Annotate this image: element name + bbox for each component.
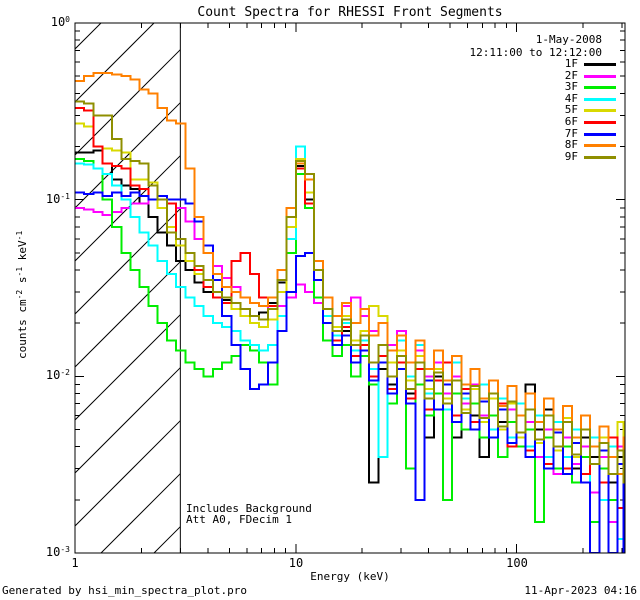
x-axis-label: Energy (keV) [310, 570, 390, 583]
legend-swatch-4f [584, 98, 616, 101]
footer-timestamp: 11-Apr-2023 04:16 [524, 584, 637, 597]
hatch-region [75, 23, 181, 553]
legend-label-2f: 2F [564, 69, 578, 82]
legend-label-1f: 1F [564, 57, 578, 70]
legend-label-3f: 3F [564, 80, 578, 93]
y-axis-label: counts cm-2 s-1 keV-1 [15, 230, 29, 359]
legend-label-6f: 6F [564, 115, 578, 128]
legend-swatch-8f [584, 144, 616, 147]
observation-datetime: 1-May-2008 12:11:00 to 12:12:00 [470, 33, 602, 59]
legend-swatch-6f [584, 121, 616, 124]
observation-date: 1-May-2008 [535, 33, 602, 46]
legend-swatch-9f [584, 156, 616, 159]
chart-title: Count Spectra for RHESSI Front Segments [197, 5, 503, 20]
legend-label-4f: 4F [564, 92, 578, 105]
plot-frame [74, 22, 626, 554]
x-tick-label: 100 [506, 556, 528, 570]
series-line-4f [75, 145, 625, 540]
x-tick-label: 10 [288, 556, 304, 570]
legend-label-7f: 7F [564, 127, 578, 140]
y-tick-label: 10-3 [45, 545, 70, 559]
legend-swatch-5f [584, 109, 616, 112]
legend-label-5f: 5F [564, 103, 578, 116]
x-tick-label: 1 [71, 556, 79, 570]
legend-swatch-3f [584, 86, 616, 89]
series-line-8f [75, 72, 625, 475]
y-tick-label: 100 [50, 15, 70, 29]
note-attenuator-state: Att A0, FDecim 1 [186, 513, 292, 526]
observation-interval: 12:11:00 to 12:12:00 [469, 46, 602, 59]
legend-label-9f: 9F [564, 150, 578, 163]
legend-swatch-7f [584, 133, 616, 136]
series-line-9f [75, 100, 625, 484]
legend-swatch-1f [584, 63, 616, 66]
footer-generated-by: Generated by hsi_min_spectra_plot.pro [2, 584, 248, 597]
y-tick-label: 10-2 [45, 368, 70, 382]
y-tick-label: 10-1 [45, 192, 70, 206]
legend-label-8f: 8F [564, 138, 578, 151]
series-line-3f [75, 158, 625, 523]
note-includes-background: Includes Background [186, 502, 312, 515]
legend-swatch-2f [584, 75, 616, 78]
